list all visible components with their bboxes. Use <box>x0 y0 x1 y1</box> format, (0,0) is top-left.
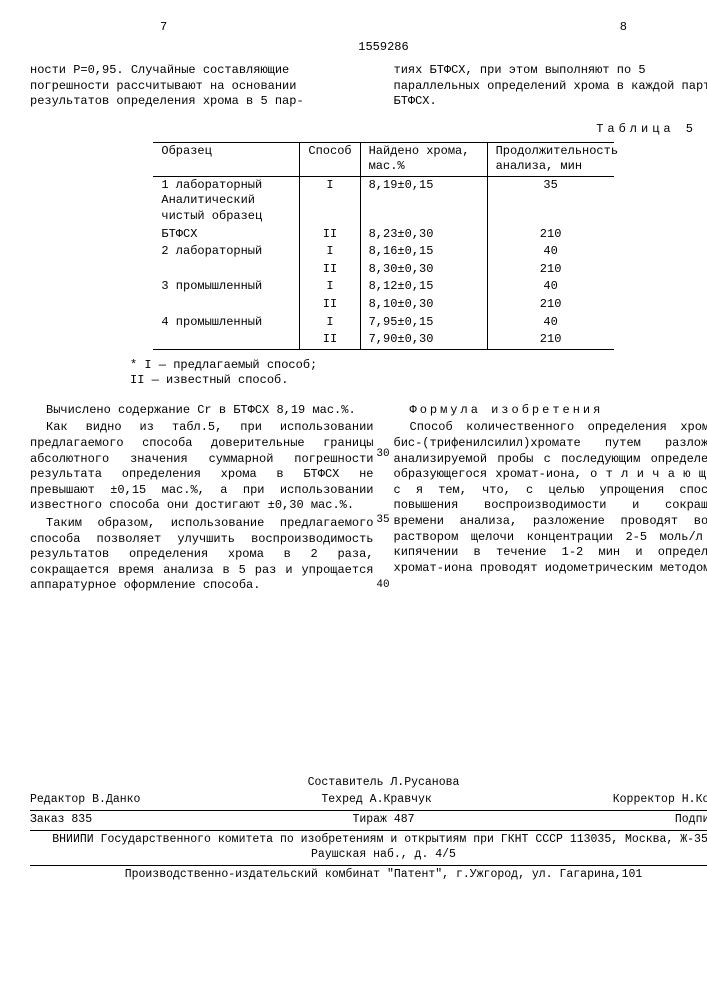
table-cell: 210 <box>487 296 614 314</box>
order: Заказ 835 <box>30 813 92 828</box>
table5-footnote: * I — предлагаемый способ; II — известны… <box>130 358 707 389</box>
table-header: Найдено хрома, мас.% <box>360 142 487 176</box>
table-cell: 8,30±0,30 <box>360 261 487 279</box>
table-row: 2 лабораторныйI8,16±0,1540 <box>153 243 613 261</box>
table-cell: 8,16±0,15 <box>360 243 487 261</box>
table-cell: 210 <box>487 261 614 279</box>
table-row: II8,30±0,30210 <box>153 261 613 279</box>
intro-left: ности Р=0,95. Случайные составляющие пог… <box>30 63 374 110</box>
table-header-row: Образец Способ Найдено хрома, мас.% Прод… <box>153 142 613 176</box>
table-row: 4 промышленныйI7,95±0,1540 <box>153 314 613 332</box>
body-right: Формула изобретения Способ количественно… <box>394 403 707 596</box>
printer: Производственно-издательский комбинат "П… <box>30 866 707 883</box>
table-cell: БТФСХ <box>153 226 300 244</box>
table5-caption: Таблица 5 <box>30 122 707 138</box>
table-cell: I <box>300 278 360 296</box>
body-columns: Вычислено содержание Cr в БТФСХ 8,19 мас… <box>30 403 707 596</box>
organization: ВНИИПИ Государственного комитета по изоб… <box>30 831 707 866</box>
table-cell: II <box>300 226 360 244</box>
corrector: Корректор Н.Король <box>613 793 707 808</box>
table-row: 3 промышленныйI8,12±0,1540 <box>153 278 613 296</box>
table-cell: 3 промышленный <box>153 278 300 296</box>
table-cell: I <box>300 243 360 261</box>
credits-row-1: Редактор В.Данко Техред А.Кравчук Коррек… <box>30 791 707 811</box>
footnote-ii: II — известный способ. <box>130 373 707 389</box>
intro-columns: ности Р=0,95. Случайные составляющие пог… <box>30 63 707 110</box>
table-cell: 1 лабораторный Аналитический чистый обра… <box>153 176 300 225</box>
page-num-right: 8 <box>620 20 627 36</box>
table-cell: 7,95±0,15 <box>360 314 487 332</box>
techred: Техред А.Кравчук <box>321 793 431 808</box>
page-num-left: 7 <box>160 20 167 36</box>
footnote-i: * I — предлагаемый способ; <box>130 358 707 374</box>
table-cell: 8,10±0,30 <box>360 296 487 314</box>
table-cell: II <box>300 296 360 314</box>
table-cell: 40 <box>487 314 614 332</box>
body-left-p2: Как видно из табл.5, при использовании п… <box>30 420 374 514</box>
table-cell: 7,90±0,30 <box>360 331 487 349</box>
line-number-40: 40 <box>376 578 389 592</box>
table-cell: 40 <box>487 278 614 296</box>
table5: Образец Способ Найдено хрома, мас.% Прод… <box>153 142 613 350</box>
table-cell: I <box>300 176 360 225</box>
table-cell: 210 <box>487 331 614 349</box>
subscription: Подписное <box>675 813 707 828</box>
body-left: Вычислено содержание Cr в БТФСХ 8,19 мас… <box>30 403 374 596</box>
table-cell: 35 <box>487 176 614 225</box>
table-cell: I <box>300 314 360 332</box>
table-cell <box>153 331 300 349</box>
formula-title: Формула изобретения <box>394 403 707 419</box>
body-right-p1: Способ количественного определения хрома… <box>394 420 707 576</box>
table-row: 1 лабораторный Аналитический чистый обра… <box>153 176 613 225</box>
table-header: Образец <box>153 142 300 176</box>
body-left-p3: Таким образом, использование предлагаемо… <box>30 516 374 594</box>
table-cell: 8,23±0,30 <box>360 226 487 244</box>
table-cell <box>153 296 300 314</box>
table-cell: II <box>300 261 360 279</box>
table-row: II8,10±0,30210 <box>153 296 613 314</box>
body-left-p1: Вычислено содержание Cr в БТФСХ 8,19 мас… <box>30 403 374 419</box>
line-number-35: 35 <box>376 513 389 527</box>
credits-block: Составитель Л.Русанова Редактор В.Данко … <box>30 776 707 883</box>
patent-number: 1559286 <box>30 40 707 56</box>
intro-right: тиях БТФСХ, при этом выполняют по 5 пара… <box>394 63 707 110</box>
table-cell: 2 лабораторный <box>153 243 300 261</box>
table-cell: 4 промышленный <box>153 314 300 332</box>
table-cell: 210 <box>487 226 614 244</box>
compiler: Составитель Л.Русанова <box>30 776 707 791</box>
line-number-30: 30 <box>376 447 389 461</box>
table-cell: II <box>300 331 360 349</box>
table-row: II7,90±0,30210 <box>153 331 613 349</box>
editor: Редактор В.Данко <box>30 793 140 808</box>
table-header: Способ <box>300 142 360 176</box>
table-cell: 8,12±0,15 <box>360 278 487 296</box>
table-row: БТФСХII8,23±0,30210 <box>153 226 613 244</box>
credits-row-2: Заказ 835 Тираж 487 Подписное <box>30 811 707 831</box>
tirage: Тираж 487 <box>352 813 414 828</box>
table-cell: 8,19±0,15 <box>360 176 487 225</box>
table-cell <box>153 261 300 279</box>
table-cell: 40 <box>487 243 614 261</box>
table-header: Продолжительность анализа, мин <box>487 142 614 176</box>
